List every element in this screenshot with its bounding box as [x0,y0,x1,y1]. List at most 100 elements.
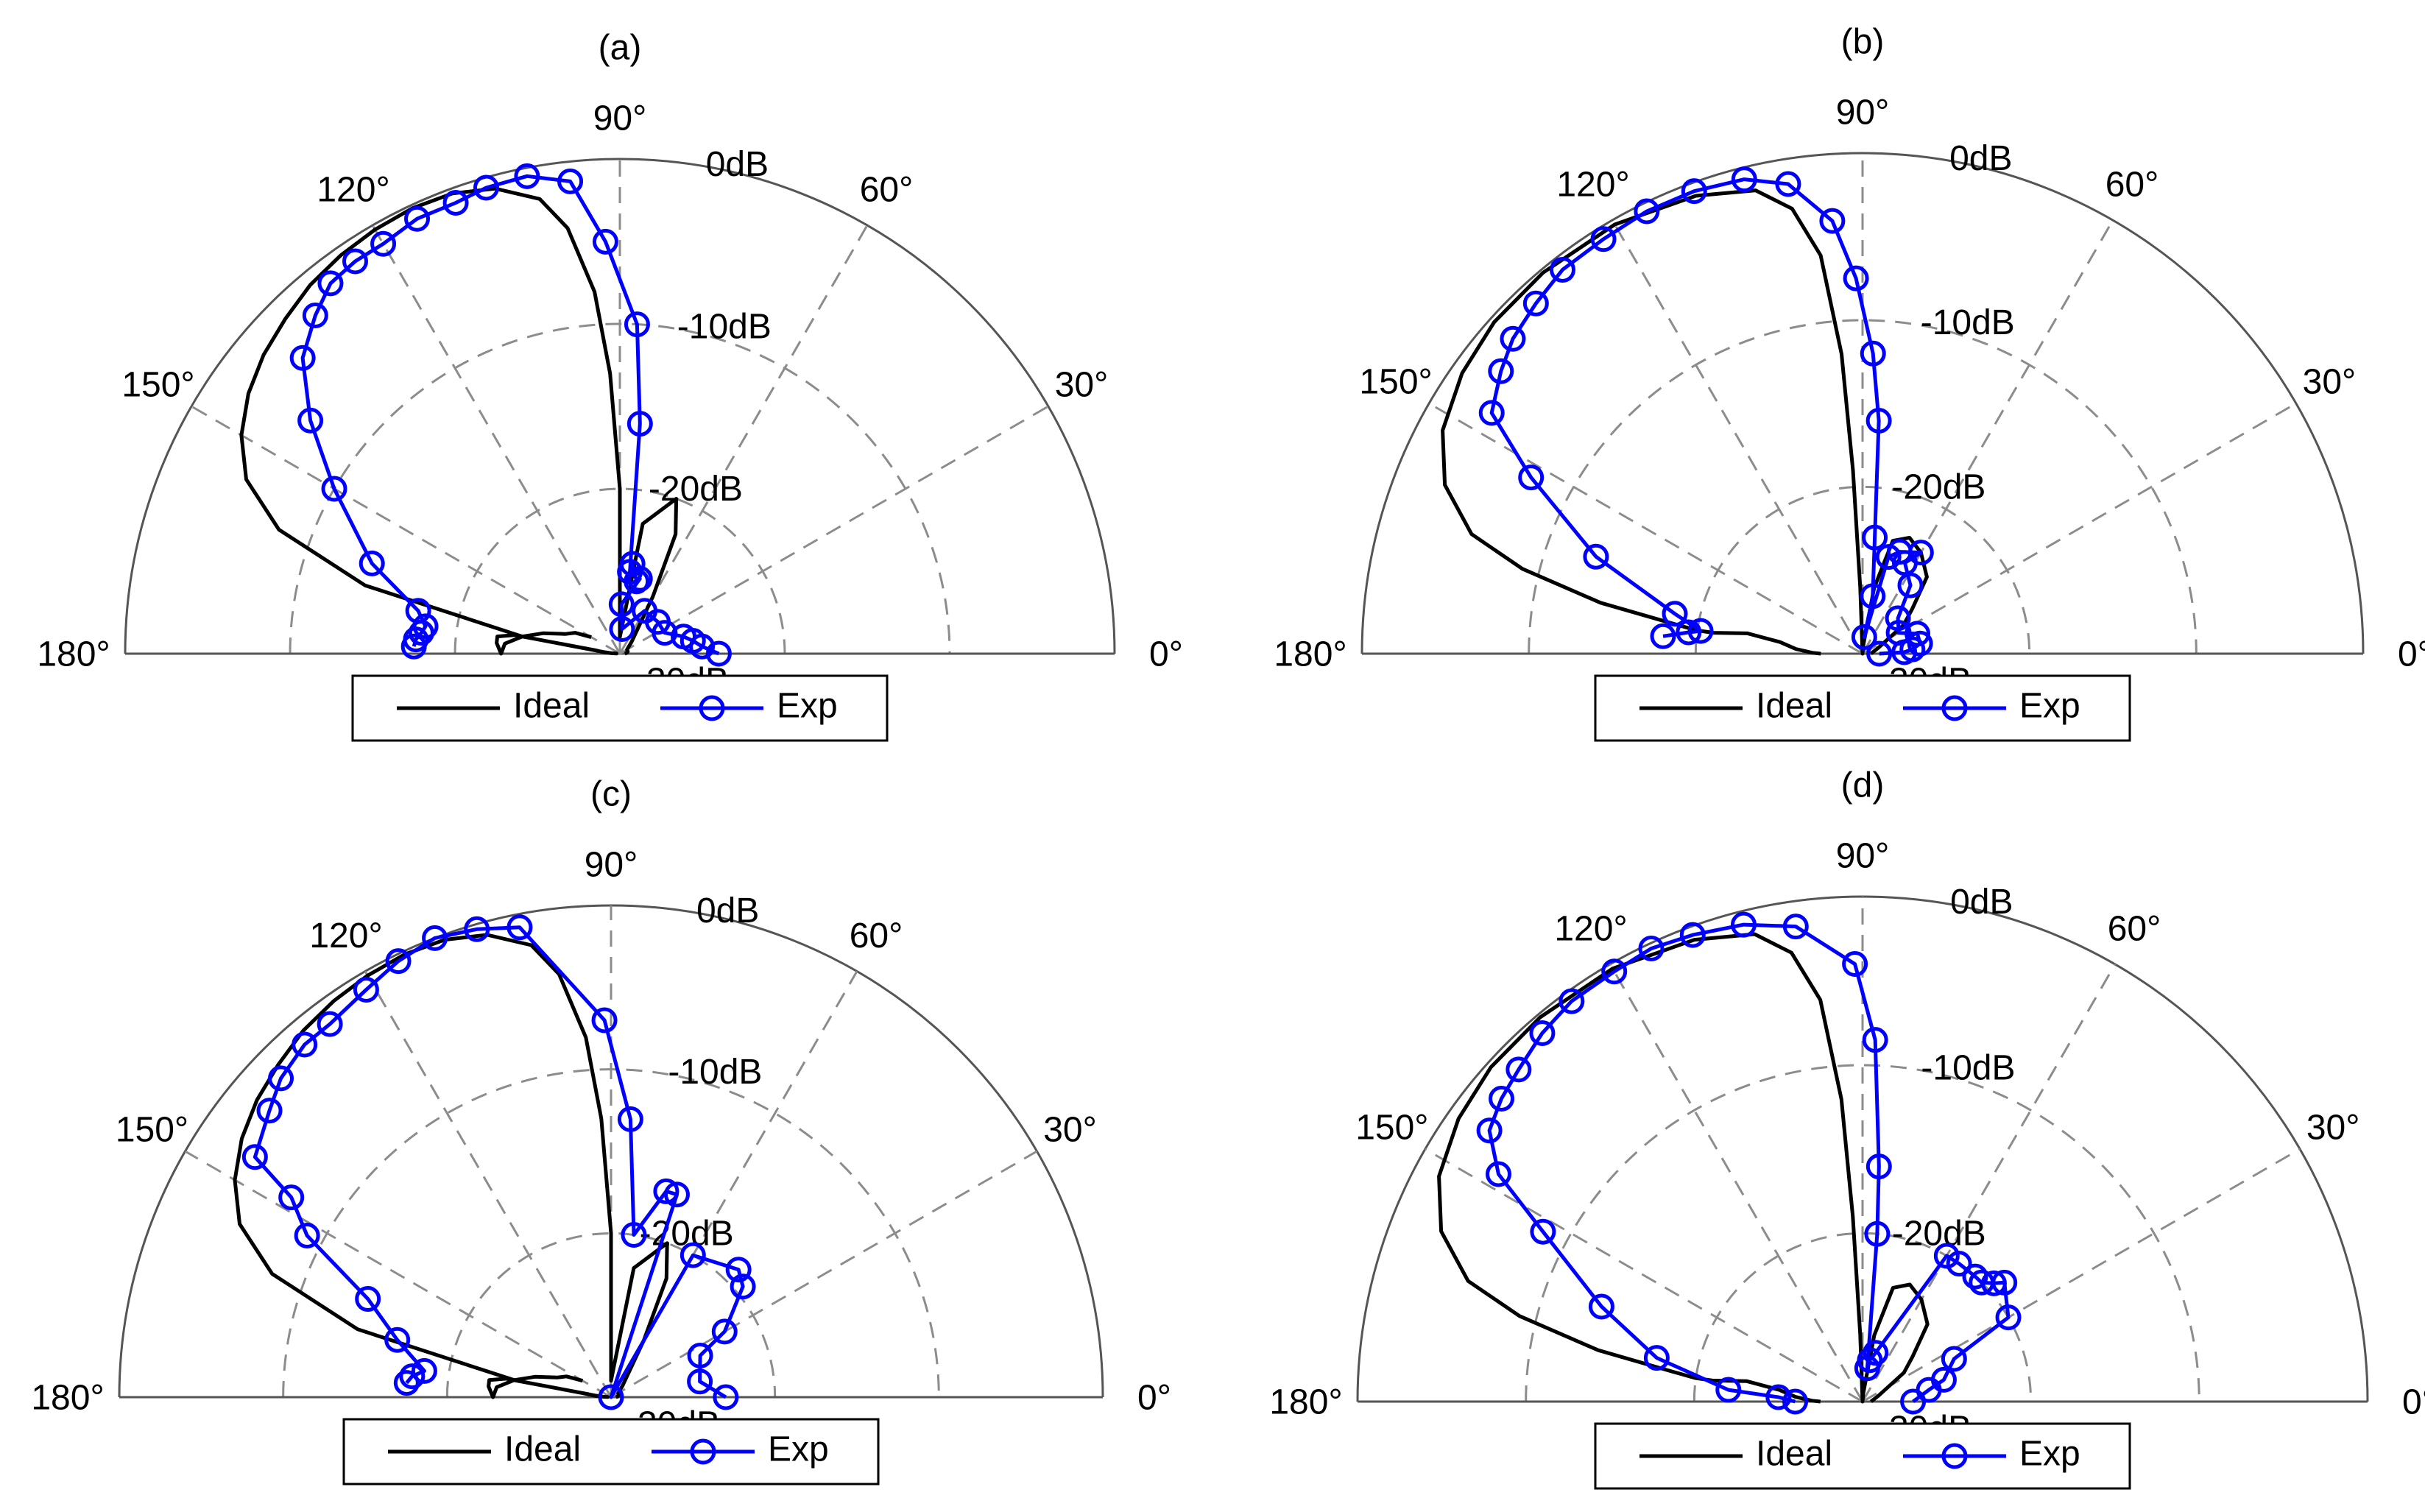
data-point [1715,1377,1742,1403]
data-point [256,1098,283,1124]
data-point [1905,621,1931,647]
series-ideal [1441,188,1929,656]
data-point [1676,619,1702,646]
data-point [1478,400,1505,426]
theta-tick-label: 0° [1149,635,1183,674]
legend-ideal-label: Ideal [1756,1435,1832,1474]
data-point [1506,1056,1532,1083]
grid-spoke [191,405,621,655]
theta-tick-label: 150° [121,366,194,405]
outer-arc [1360,152,2365,654]
data-point [624,568,650,595]
panel-title: (a) [599,29,642,68]
data-point [1530,1218,1556,1245]
data-point [1590,226,1617,252]
series-exp [1478,166,1934,667]
data-point [278,1184,305,1211]
data-point [1860,583,1886,610]
theta-tick-label: 120° [1554,910,1627,949]
data-point [1518,464,1545,491]
radial-tick-label: -10dB [1921,303,2015,342]
legend-ideal-label: Ideal [513,687,590,726]
data-point [384,1326,411,1353]
radial-tick-label: 0dB [706,145,769,184]
theta-tick-label: 180° [1274,635,1346,674]
data-point [442,189,469,216]
data-point [1864,1220,1891,1247]
legend-exp-label: Exp [2019,1435,2080,1474]
data-point [353,976,379,1003]
data-point [609,616,635,643]
data-point [1650,623,1676,649]
panel-title: (c) [590,775,632,814]
data-point [464,916,490,942]
data-point [302,303,328,329]
outer-arc [124,158,1116,654]
data-point [711,1318,738,1345]
data-point [1489,1085,1515,1112]
theta-tick-label: 90° [1836,837,1890,876]
theta-tick-label: 30° [2303,363,2357,402]
data-point [1862,1027,1888,1053]
theta-tick-label: 120° [309,916,382,955]
data-point [359,550,385,576]
data-point [1900,1388,1927,1415]
radial-tick-label: -10dB [1921,1048,2015,1087]
theta-tick-label: 180° [1269,1383,1342,1422]
theta-tick-label: 0° [2398,635,2425,674]
grid-spoke [184,1150,612,1399]
data-point [652,620,678,646]
grid-circle [453,487,786,654]
theta-tick-label: 60° [2105,166,2159,205]
polar-panel-c: 0°30°60°90°120°150°180°0dB-10dB-20dB-30d… [31,775,1171,1485]
data-point [653,1178,680,1204]
data-point [687,1368,713,1395]
data-point [1891,639,1918,665]
radial-tick-label: -10dB [677,307,772,346]
theta-tick-label: 150° [116,1111,188,1150]
theta-tick-label: 90° [1836,93,1890,133]
series-ideal [1437,932,1930,1404]
data-point [1529,1020,1556,1047]
data-point [1862,524,1888,551]
data-point [705,640,732,667]
grid-circle [445,1232,777,1398]
series-line [233,933,669,1399]
data-point [1643,1345,1670,1371]
radial-tick-label: 0dB [1949,139,2012,178]
data-point [1522,290,1549,317]
radial-tick-label: 0dB [696,891,759,930]
series-ideal [233,933,669,1399]
data-point [621,1222,647,1248]
data-point [1662,601,1688,627]
data-point [1819,208,1846,234]
theta-tick-label: 30° [1043,1111,1097,1150]
legend-exp-label: Exp [768,1430,829,1469]
grid-spoke [1428,402,1863,655]
theta-tick-label: 0° [1137,1379,1171,1418]
grid-spoke [364,970,613,1398]
data-point [663,1181,690,1208]
theta-tick-label: 30° [2306,1109,2360,1148]
data-point [1885,605,1911,632]
data-point [294,1222,320,1248]
grid-spoke [1611,219,1864,654]
radial-tick-label: -20dB [1891,467,1985,506]
data-point [557,168,584,194]
data-point [393,1370,420,1396]
data-point [1782,1388,1809,1415]
data-point [624,311,650,338]
radial-tick-label: -20dB [649,470,743,509]
panel-title: (d) [1841,766,1885,805]
grid-circle [1692,1232,2033,1402]
legend-ideal-label: Ideal [504,1430,581,1469]
data-point [626,565,653,592]
data-point [342,248,369,275]
legend: Ideal Exp [1594,674,2131,742]
data-point [411,1357,437,1384]
data-point [422,925,448,951]
data-point [687,1343,713,1369]
grid-spoke [1861,964,2117,1402]
data-point [1634,198,1660,225]
